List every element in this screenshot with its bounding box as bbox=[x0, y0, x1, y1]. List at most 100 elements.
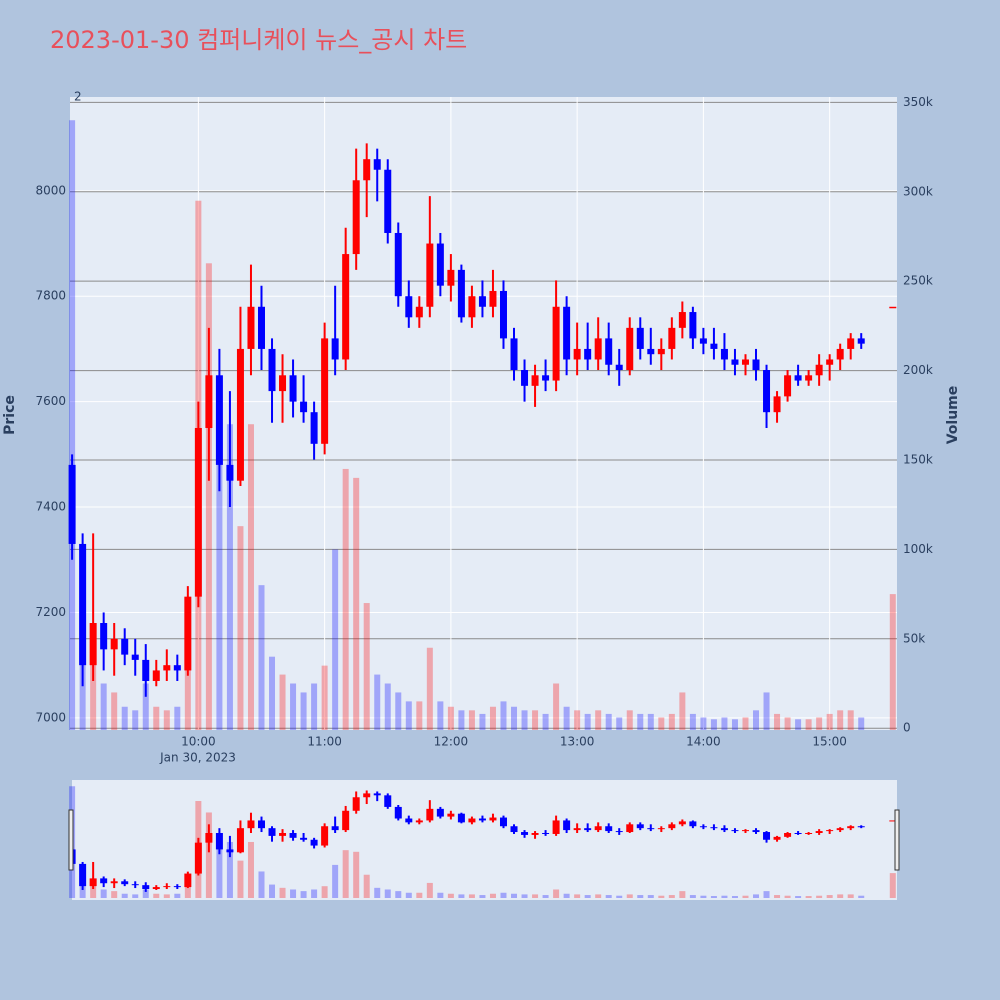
volume-bar bbox=[258, 585, 265, 730]
volume-bar bbox=[142, 683, 149, 730]
candle-body bbox=[668, 327, 676, 349]
slider-volume-bar bbox=[216, 835, 223, 898]
chart-title: 2023-01-30 컴퍼니케이 뉴스_공시 차트 bbox=[50, 26, 467, 54]
slider-body bbox=[310, 839, 318, 846]
slider-body bbox=[826, 830, 834, 832]
slider-volume-bar bbox=[247, 841, 254, 898]
slider-body bbox=[689, 821, 697, 827]
y2-tick-label: 350k bbox=[903, 95, 933, 109]
slider-volume-bar bbox=[458, 894, 465, 898]
y-tick-label: 8000 bbox=[35, 183, 66, 197]
slider-volume-bar bbox=[826, 895, 833, 898]
volume-bar bbox=[805, 719, 812, 730]
slider-handle[interactable] bbox=[68, 809, 74, 871]
slider-body bbox=[794, 832, 802, 834]
slider-volume-bar bbox=[132, 894, 139, 898]
volume-bar bbox=[784, 717, 791, 730]
slider-body bbox=[394, 806, 402, 819]
slider-body bbox=[784, 832, 792, 837]
volume-bar bbox=[647, 713, 654, 730]
slider-volume-bar bbox=[563, 893, 570, 898]
slider-volume-bar bbox=[479, 895, 486, 898]
slider-body bbox=[300, 837, 308, 840]
slider-body bbox=[836, 828, 844, 831]
slider-body bbox=[636, 824, 644, 829]
candle-body bbox=[447, 269, 455, 286]
candle-body bbox=[699, 338, 707, 344]
slider-volume-bar bbox=[500, 892, 507, 898]
slider-volume-bar bbox=[311, 889, 318, 898]
slider-volume-bar bbox=[121, 893, 128, 898]
candle-body bbox=[152, 670, 160, 681]
candle-body bbox=[457, 269, 465, 318]
slider-handle[interactable] bbox=[894, 809, 900, 871]
candle-body bbox=[563, 306, 571, 360]
candle-body bbox=[847, 338, 855, 349]
x-tick-label: 13:00 bbox=[560, 735, 595, 749]
candle-body bbox=[79, 543, 87, 666]
volume-bar bbox=[353, 477, 360, 730]
slider-body bbox=[131, 884, 139, 886]
slider-volume-bar bbox=[426, 882, 433, 898]
volume-bar bbox=[826, 713, 833, 730]
slider-volume-bar bbox=[374, 887, 381, 898]
candle-body bbox=[131, 654, 139, 660]
slider-body bbox=[142, 885, 150, 890]
volume-bar bbox=[605, 713, 612, 730]
candle-body bbox=[268, 348, 276, 392]
candle-body bbox=[752, 359, 760, 371]
slider-volume-bar bbox=[321, 886, 328, 898]
y2-tick-label: 100k bbox=[903, 542, 933, 556]
candle-body bbox=[68, 464, 76, 544]
slider-body bbox=[657, 828, 665, 830]
volume-bar bbox=[437, 701, 444, 730]
candle-body bbox=[100, 623, 108, 650]
slider-volume-bar bbox=[847, 894, 854, 898]
volume-bar bbox=[479, 713, 486, 730]
slider-body bbox=[236, 828, 244, 853]
volume-bar bbox=[237, 526, 244, 730]
candle-body bbox=[363, 159, 371, 181]
slider-volume-bar bbox=[258, 871, 265, 898]
volume-bar bbox=[290, 683, 297, 730]
slider-body bbox=[752, 830, 760, 833]
candle-body bbox=[678, 312, 686, 328]
candle-body bbox=[415, 306, 423, 318]
candle-body bbox=[300, 401, 308, 413]
slider-body bbox=[741, 830, 749, 832]
slider-body bbox=[373, 793, 381, 796]
slider-body bbox=[889, 820, 897, 822]
slider-body bbox=[184, 873, 192, 888]
volume-bar bbox=[416, 701, 423, 730]
slider-body bbox=[342, 810, 350, 831]
candle-body bbox=[184, 596, 192, 671]
slider-body bbox=[489, 817, 497, 821]
slider-body bbox=[405, 818, 413, 823]
candle-body bbox=[763, 370, 771, 413]
candle-body bbox=[121, 638, 129, 655]
slider-volume-bar bbox=[395, 891, 402, 898]
volume-bar bbox=[742, 717, 749, 730]
slider-volume-bar bbox=[384, 889, 391, 898]
candle-body bbox=[605, 338, 613, 365]
slider-body bbox=[363, 793, 371, 798]
slider-body bbox=[531, 832, 539, 835]
slider-volume-bar bbox=[626, 894, 633, 898]
volume-bar bbox=[816, 717, 823, 730]
slider-body bbox=[594, 826, 602, 831]
slider-body bbox=[720, 828, 728, 831]
volume-bar bbox=[300, 692, 307, 730]
candle-body bbox=[573, 348, 581, 360]
slider-body bbox=[605, 826, 613, 832]
slider-body bbox=[384, 795, 392, 807]
volume-bar bbox=[637, 713, 644, 730]
slider-body bbox=[615, 831, 623, 833]
slider-volume-bar bbox=[889, 873, 896, 898]
volume-bar bbox=[374, 674, 381, 730]
slider-volume-bar bbox=[437, 892, 444, 898]
slider-volume-bar bbox=[174, 893, 181, 898]
y-tick-label: 7200 bbox=[35, 605, 66, 619]
volume-bar bbox=[458, 710, 465, 730]
candle-body bbox=[279, 375, 287, 392]
candle-body bbox=[805, 375, 813, 381]
